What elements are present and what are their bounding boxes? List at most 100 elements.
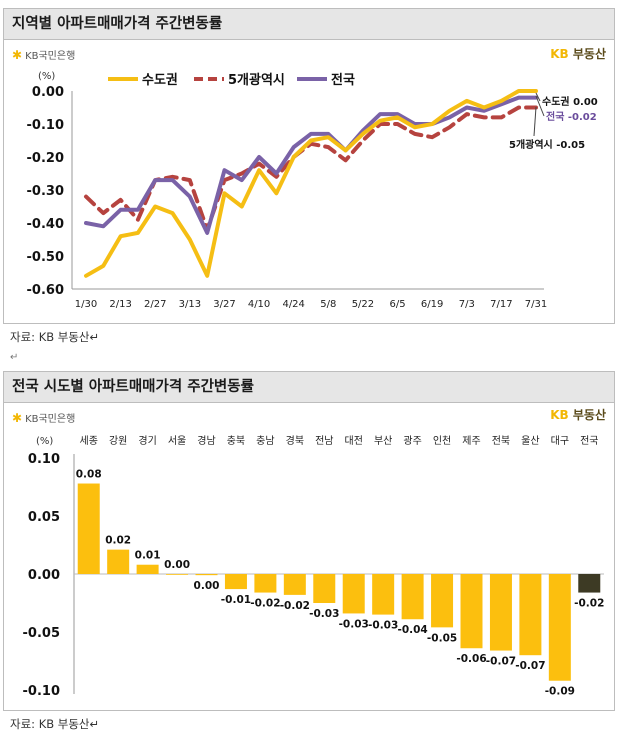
chart2-title: 전국 시도별 아파트매매가격 주간변동률: [4, 372, 614, 403]
data-label: -0.03: [339, 618, 369, 630]
bar: [519, 574, 542, 656]
kb-bank-logo: ✱ KB국민은행: [12, 47, 75, 63]
y-tick-label: 0.10: [28, 452, 60, 467]
category-label: 인천: [433, 435, 451, 447]
line-chart-panel: 지역별 아파트매매가격 주간변동률 ✱ KB국민은행 KB 부동산 (%) 0.0…: [3, 8, 615, 324]
category-label: 서울: [168, 435, 186, 447]
bar: [489, 574, 512, 651]
bar: [224, 574, 247, 590]
data-label: -0.02: [280, 600, 310, 612]
x-tick-label: 6/5: [389, 299, 405, 310]
kb-star-icon: ✱: [12, 410, 23, 425]
kb-realestate-logo: KB 부동산: [550, 45, 606, 62]
x-tick-label: 7/17: [490, 299, 512, 310]
data-label: -0.02: [574, 598, 604, 610]
bar-chart: (%) 0.10 0.05 0.00 -0.05 -0.10 세종 0.08 강원 0.02 경기 0…: [23, 434, 605, 699]
chart1-source: 자료: KB 부동산↵: [10, 330, 100, 344]
bar: [401, 574, 424, 620]
data-label: 0.02: [105, 535, 131, 547]
data-label: 0.00: [164, 559, 190, 571]
bar-chart-panel: 전국 시도별 아파트매매가격 주간변동률 ✱ KB국민은행 KB 부동산 (%)…: [3, 371, 615, 711]
category-label: 경북: [286, 434, 304, 447]
data-label: -0.09: [545, 686, 575, 698]
bar: [372, 574, 395, 615]
x-tick-label: 4/24: [282, 299, 304, 310]
bar: [136, 564, 159, 574]
x-tick-label: 5/22: [352, 299, 374, 310]
chart2-source: 자료: KB 부동산↵: [10, 717, 100, 731]
data-label: 0.01: [135, 550, 161, 562]
category-label: 전남: [315, 435, 333, 447]
y-tick-label: -0.40: [27, 217, 64, 232]
leader-line: [535, 95, 545, 117]
data-label: -0.07: [515, 660, 545, 672]
series-line-0: [84, 89, 538, 278]
legend-label: 전국: [331, 72, 355, 88]
bar: [195, 574, 218, 576]
category-label: 제주: [462, 435, 480, 447]
kb-logo-text: 부동산: [572, 408, 606, 422]
y-axis-unit: (%): [38, 71, 55, 82]
bar: [342, 574, 365, 614]
y-tick-label: 0.00: [32, 85, 64, 100]
bar: [283, 574, 306, 595]
bar: [460, 574, 483, 649]
kb-logo-mark: KB: [550, 47, 569, 61]
paragraph-mark: ↵: [10, 352, 19, 363]
category-label: 경기: [138, 434, 156, 447]
x-tick-label: 2/13: [109, 299, 131, 310]
data-label: -0.03: [309, 608, 339, 620]
kb-logo-mark: KB: [550, 408, 569, 422]
data-label: -0.01: [221, 594, 251, 606]
end-value-label: 5개광역시 -0.05: [509, 138, 585, 151]
x-tick-label: 2/27: [144, 299, 166, 310]
x-tick-label: 3/27: [213, 299, 235, 310]
bar: [166, 574, 189, 575]
y-axis-unit: (%): [36, 436, 53, 447]
category-label: 경남: [197, 434, 215, 447]
kb-star-icon: ✱: [12, 47, 23, 62]
legend-label: 5개광역시: [228, 72, 285, 88]
category-label: 대전: [345, 435, 363, 447]
bar: [107, 549, 130, 574]
line-chart: (%) 0.00 -0.10 -0.20 -0.30 -0.40 -0.50 -0.60 1/3…: [27, 71, 598, 310]
data-label: -0.05: [427, 632, 457, 644]
kb-realestate-logo-2: KB 부동산: [550, 406, 606, 423]
leader-line: [533, 106, 537, 137]
bar: [254, 574, 277, 593]
series-line-1: [84, 105, 538, 232]
y-tick-label: -0.30: [27, 184, 64, 199]
data-label: -0.03: [368, 620, 398, 632]
category-label: 광주: [403, 435, 421, 447]
category-label: 울산: [521, 435, 539, 447]
y-tick-label: -0.10: [27, 118, 64, 133]
category-label: 충북: [227, 435, 245, 447]
bar: [431, 574, 454, 628]
data-label: 0.08: [76, 469, 102, 481]
data-label: -0.07: [486, 656, 516, 668]
bar: [313, 574, 336, 603]
kb-logo-text: 부동산: [572, 47, 606, 61]
data-label: -0.04: [397, 624, 427, 636]
category-label: 부산: [374, 435, 392, 447]
category-label: 전북: [492, 435, 510, 447]
y-tick-label: -0.05: [23, 626, 60, 641]
kb-bank-logo-2: ✱ KB국민은행: [12, 410, 76, 426]
kb-bank-logo-text: KB국민은행: [25, 414, 76, 425]
data-label: -0.06: [456, 653, 486, 665]
series-line-2: [84, 95, 538, 235]
category-label: 세종: [80, 435, 98, 447]
legend-label: 수도권: [142, 73, 178, 88]
category-label: 강원: [109, 435, 127, 447]
y-tick-label: -0.60: [27, 283, 64, 298]
y-tick-label: -0.10: [23, 684, 60, 699]
chart1-title: 지역별 아파트매매가격 주간변동률: [4, 9, 614, 40]
x-tick-label: 7/31: [525, 299, 547, 310]
x-tick-label: 4/10: [248, 299, 270, 310]
y-tick-label: 0.00: [28, 568, 60, 583]
end-value-label: 수도권 0.00: [542, 96, 598, 108]
category-label: 충남: [256, 435, 274, 447]
y-tick-label: 0.05: [28, 510, 60, 525]
x-tick-label: 5/8: [320, 299, 336, 310]
y-tick-label: -0.20: [27, 151, 64, 166]
